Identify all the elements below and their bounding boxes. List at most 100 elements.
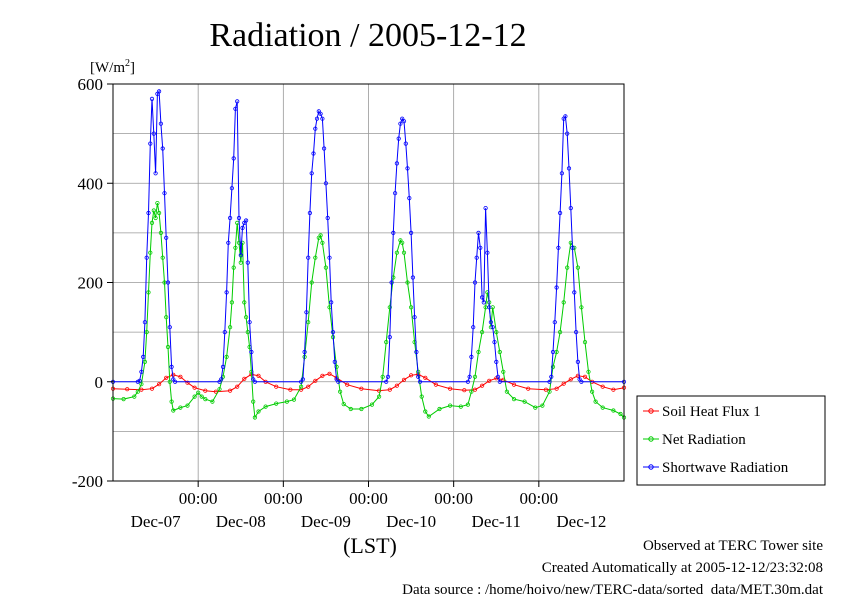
data-point	[135, 389, 140, 394]
y-tick-label: -200	[72, 472, 103, 491]
data-point	[222, 329, 227, 335]
legend-box	[636, 395, 826, 486]
data-point	[313, 255, 318, 260]
data-point	[568, 377, 573, 382]
data-point	[465, 379, 470, 384]
x-day-label: Dec-12	[556, 512, 606, 531]
data-point	[153, 171, 158, 176]
data-point	[155, 201, 160, 206]
data-point	[169, 399, 174, 404]
series-shortwave-radiation	[110, 89, 627, 384]
data-point	[148, 141, 153, 146]
data-point	[137, 378, 142, 383]
data-point	[400, 240, 405, 245]
data-point	[178, 374, 183, 379]
x-time-label: 00:00	[519, 489, 558, 508]
data-point	[192, 394, 197, 399]
data-point	[231, 156, 236, 161]
data-point	[274, 384, 279, 389]
data-point	[412, 315, 417, 320]
data-point	[291, 397, 297, 402]
data-point	[611, 408, 616, 413]
data-point	[245, 260, 250, 265]
data-point	[549, 374, 554, 379]
data-point	[391, 230, 396, 235]
data-point	[348, 406, 353, 412]
data-point	[199, 394, 204, 399]
data-point	[504, 389, 509, 394]
data-point	[478, 245, 483, 250]
data-point	[151, 208, 156, 213]
y-tick-label: 200	[78, 274, 104, 293]
data-point	[148, 250, 153, 255]
data-point	[575, 359, 581, 364]
legend-marker	[648, 408, 654, 414]
data-point	[492, 339, 497, 345]
data-point	[236, 215, 242, 221]
data-point	[125, 387, 130, 392]
data-point	[600, 405, 605, 410]
data-point	[447, 403, 453, 408]
y-tick-label: 600	[78, 75, 104, 94]
data-point	[570, 245, 575, 250]
data-point	[167, 325, 172, 330]
data-point	[494, 329, 499, 335]
data-point	[494, 359, 499, 364]
data-point	[593, 399, 598, 404]
footer-observed: Observed at TERC Tower site	[643, 538, 823, 554]
legend-marker	[648, 464, 654, 470]
data-point	[298, 384, 304, 389]
data-point	[162, 191, 167, 196]
data-point	[229, 186, 234, 191]
data-point	[196, 390, 201, 395]
data-point	[497, 349, 502, 355]
data-point	[306, 255, 311, 260]
series-line	[112, 373, 625, 393]
data-point	[139, 387, 144, 392]
y-tick-label: 0	[95, 373, 104, 392]
data-point	[171, 408, 176, 413]
data-point	[575, 265, 581, 270]
data-point	[306, 384, 311, 389]
data-point	[244, 218, 249, 223]
data-point	[408, 230, 414, 235]
data-point	[547, 379, 552, 384]
data-point	[394, 161, 399, 166]
data-point	[146, 290, 151, 295]
data-point	[164, 375, 169, 380]
data-point	[224, 290, 229, 295]
data-point	[485, 250, 490, 255]
data-point	[336, 379, 341, 384]
data-point	[144, 329, 149, 335]
data-point	[556, 245, 561, 250]
data-point	[235, 384, 240, 389]
data-point	[433, 382, 438, 387]
data-point	[274, 401, 279, 406]
data-point	[472, 387, 478, 392]
data-point	[550, 364, 556, 369]
data-point	[467, 374, 472, 379]
data-point	[487, 305, 492, 310]
data-point	[543, 387, 549, 392]
data-point	[141, 354, 146, 359]
data-point	[304, 310, 309, 315]
data-point	[224, 354, 229, 359]
data-point	[251, 399, 256, 404]
data-point	[238, 253, 243, 258]
data-point	[263, 404, 268, 409]
data-point	[398, 121, 403, 126]
data-point	[380, 374, 385, 379]
data-point	[417, 379, 423, 384]
data-point	[314, 116, 320, 121]
x-day-label: Dec-10	[386, 512, 436, 531]
data-point	[142, 359, 147, 364]
x-day-label: Dec-09	[301, 512, 351, 531]
data-point	[157, 89, 162, 94]
data-point	[228, 215, 233, 221]
data-point	[169, 364, 174, 369]
data-point	[252, 379, 257, 384]
data-point	[185, 380, 190, 385]
data-point	[426, 414, 431, 419]
data-point	[345, 382, 350, 387]
data-point	[376, 388, 382, 393]
